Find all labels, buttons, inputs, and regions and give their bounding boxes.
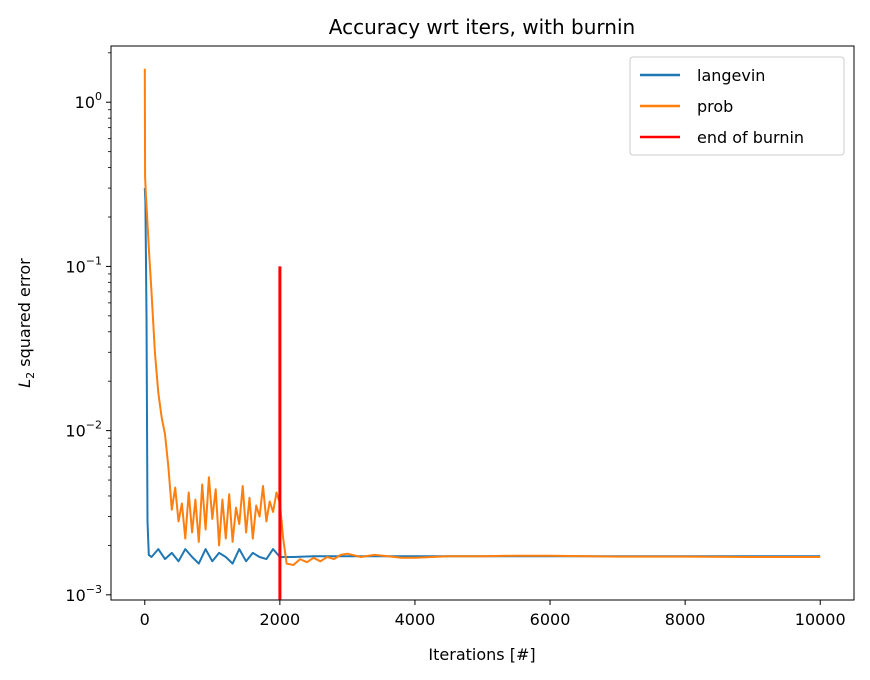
series-line-prob (143, 68, 821, 566)
legend: langevin prob end of burnin (629, 56, 845, 156)
y-tick-label: 100 (75, 90, 102, 112)
x-tick-label: 0 (140, 610, 150, 629)
x-tick-label: 8000 (665, 610, 706, 629)
y-tick-label: 10−2 (65, 419, 102, 441)
plot-frame (110, 45, 855, 601)
x-tick-label: 4000 (395, 610, 436, 629)
legend-label: prob (697, 97, 733, 116)
plot-area (143, 68, 821, 600)
x-tick-label: 2000 (260, 610, 301, 629)
y-tick-label: 10−3 (65, 583, 102, 605)
x-axis-label: Iterations [#] (428, 645, 535, 664)
chart-title: Accuracy wrt iters, with burnin (329, 15, 635, 39)
x-axis: 0 2000 4000 6000 8000 10000 (140, 600, 846, 629)
y-axis-label: L2 squared error (15, 258, 37, 388)
legend-box (629, 56, 845, 156)
x-tick-label: 6000 (530, 610, 571, 629)
y-axis: 10−3 10−2 10−1 100 (65, 52, 111, 605)
series-line-langevin (143, 188, 821, 565)
legend-label: end of burnin (697, 128, 804, 147)
x-tick-label: 10000 (795, 610, 846, 629)
legend-label: langevin (697, 66, 765, 85)
y-tick-label: 10−1 (65, 254, 102, 276)
